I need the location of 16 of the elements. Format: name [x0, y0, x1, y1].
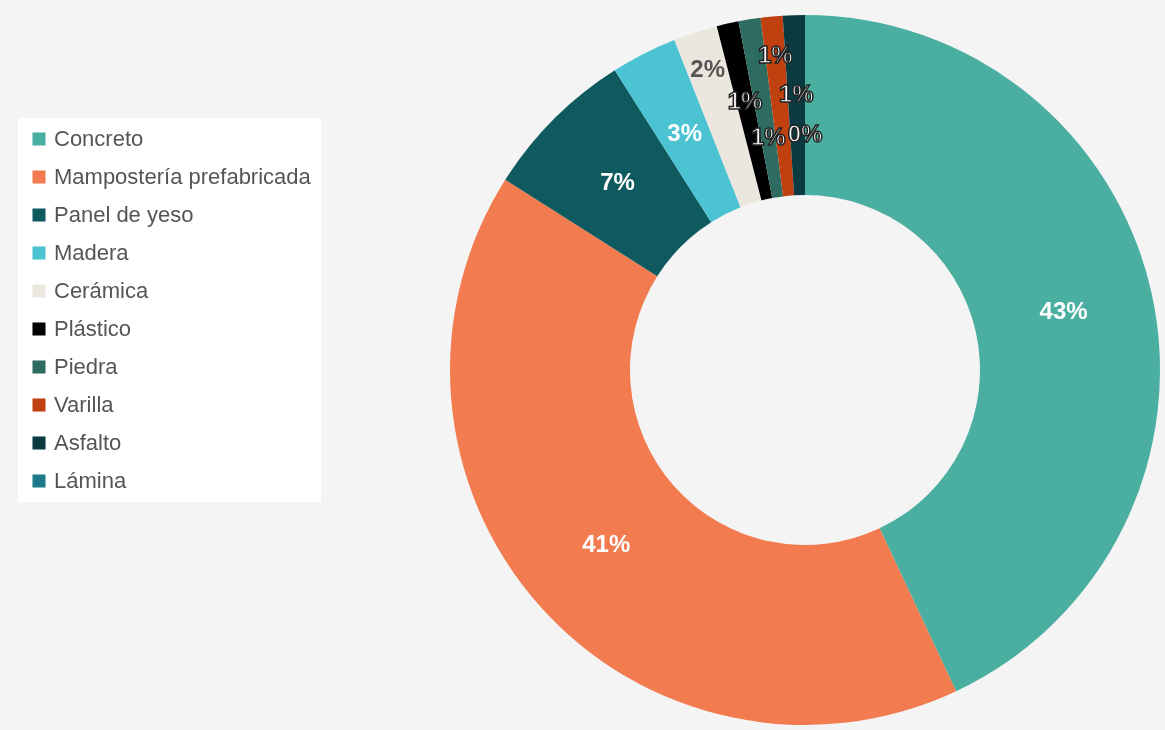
legend-label: Madera [54, 240, 130, 265]
legend-label: Piedra [54, 354, 119, 379]
legend-label: Lámina [54, 468, 127, 493]
legend-label: Concreto [54, 126, 144, 151]
data-label: 3% [667, 118, 703, 146]
legend-label: Asfalto [54, 430, 122, 455]
legend-label: Plástico [54, 316, 132, 341]
legend-label: Panel de yeso [54, 202, 194, 227]
data-label: 7% [600, 167, 635, 195]
legend-label: Varilla [54, 392, 115, 417]
data-label: 1% [750, 122, 786, 150]
legend-label: Mampostería prefabricada [54, 164, 312, 189]
legend-label: Cerámica [54, 278, 149, 303]
data-label: 2% [690, 55, 725, 83]
data-label: 41% [582, 530, 631, 558]
data-label: 43% [1039, 297, 1088, 325]
